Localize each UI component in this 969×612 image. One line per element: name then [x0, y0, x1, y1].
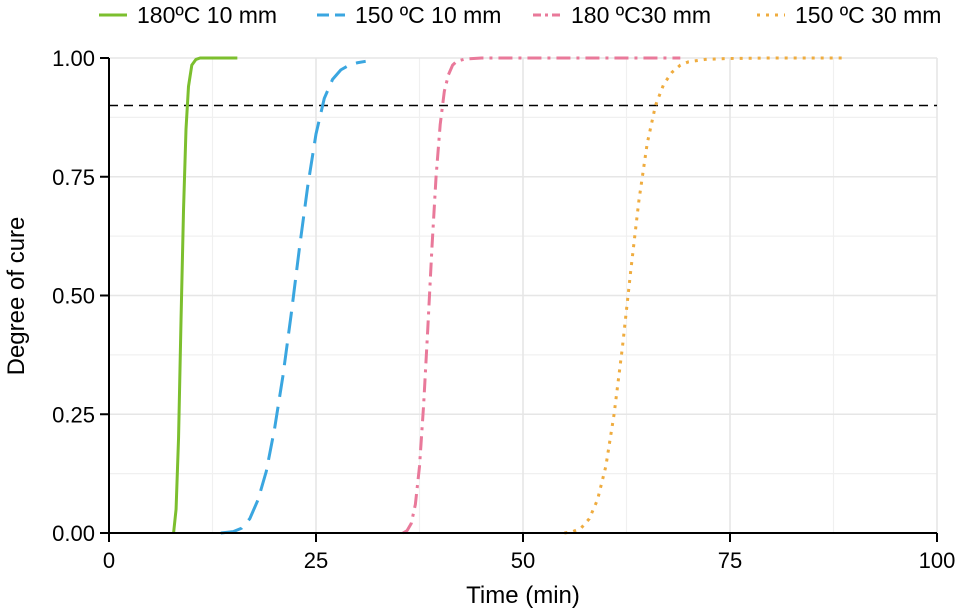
legend: 180ºC 10 mm 150 ºC 10 mm 180 ºC30 mm 150 ºC… [99, 2, 941, 28]
x-tick-label: 25 [304, 548, 328, 573]
legend-label-1: 150 ºC 10 mm [355, 2, 501, 28]
x-axis-title: Time (min) [466, 582, 580, 609]
legend-label-3: 150 ºC 30 mm [795, 2, 941, 28]
y-tick-label: 0.75 [52, 165, 95, 190]
y-tick-label: 0.50 [52, 284, 95, 309]
legend-label-0: 180ºC 10 mm [137, 2, 277, 28]
series-group [172, 56, 846, 535]
grid [108, 57, 938, 534]
axes: 0 25 50 75 100 0.00 0.25 0.50 0.75 1.00 [52, 46, 955, 573]
series-line-2 [402, 56, 681, 535]
series-line-1 [220, 59, 366, 535]
series-line-0 [172, 56, 238, 534]
x-tick-label: 75 [718, 548, 742, 573]
y-tick-label: 0.25 [52, 402, 95, 427]
legend-label-2: 180 ºC30 mm [571, 2, 711, 28]
x-tick-label: 0 [103, 548, 115, 573]
y-tick-label: 0.00 [52, 521, 95, 546]
y-tick-label: 1.00 [52, 46, 95, 71]
x-tick-label: 100 [919, 548, 956, 573]
x-tick-label: 50 [511, 548, 535, 573]
y-axis-title: Degree of cure [3, 217, 30, 376]
